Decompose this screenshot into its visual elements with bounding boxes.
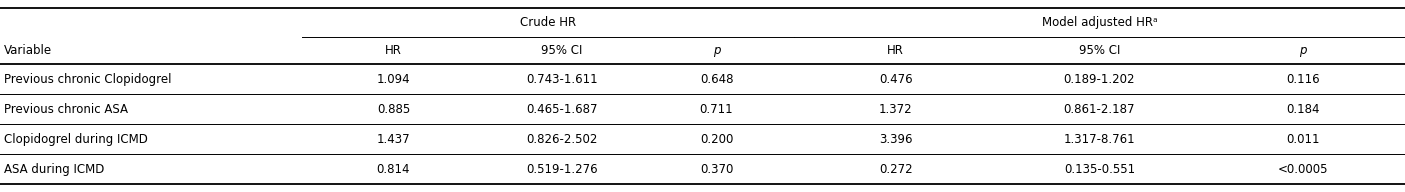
Text: 3.396: 3.396 (880, 133, 912, 146)
Text: p: p (1300, 44, 1307, 57)
Text: Crude HR: Crude HR (520, 16, 576, 29)
Text: 95% CI: 95% CI (541, 44, 583, 57)
Text: 0.272: 0.272 (880, 163, 912, 176)
Text: 0.184: 0.184 (1287, 103, 1319, 116)
Text: ASA during ICMD: ASA during ICMD (4, 163, 104, 176)
Text: 0.519-1.276: 0.519-1.276 (527, 163, 597, 176)
Text: Model adjusted HRᵃ: Model adjusted HRᵃ (1041, 16, 1158, 29)
Text: 0.116: 0.116 (1287, 73, 1319, 86)
Text: Variable: Variable (4, 44, 52, 57)
Text: 0.743-1.611: 0.743-1.611 (527, 73, 597, 86)
Text: Previous chronic Clopidogrel: Previous chronic Clopidogrel (4, 73, 171, 86)
Text: 0.814: 0.814 (377, 163, 410, 176)
Text: 0.648: 0.648 (700, 73, 733, 86)
Text: 0.200: 0.200 (700, 133, 733, 146)
Text: 0.189-1.202: 0.189-1.202 (1064, 73, 1135, 86)
Text: p: p (712, 44, 721, 57)
Text: 0.011: 0.011 (1287, 133, 1319, 146)
Text: 0.885: 0.885 (377, 103, 410, 116)
Text: 1.437: 1.437 (377, 133, 410, 146)
Text: 1.372: 1.372 (880, 103, 912, 116)
Text: 0.861-2.187: 0.861-2.187 (1064, 103, 1135, 116)
Text: 0.465-1.687: 0.465-1.687 (527, 103, 597, 116)
Text: HR: HR (385, 44, 402, 57)
Text: Previous chronic ASA: Previous chronic ASA (4, 103, 128, 116)
Text: HR: HR (887, 44, 905, 57)
Text: Clopidogrel during ICMD: Clopidogrel during ICMD (4, 133, 148, 146)
Text: 0.135-0.551: 0.135-0.551 (1064, 163, 1135, 176)
Text: 95% CI: 95% CI (1079, 44, 1120, 57)
Text: <0.0005: <0.0005 (1279, 163, 1328, 176)
Text: 1.094: 1.094 (377, 73, 410, 86)
Text: 0.826-2.502: 0.826-2.502 (527, 133, 597, 146)
Text: 0.476: 0.476 (880, 73, 912, 86)
Text: 1.317-8.761: 1.317-8.761 (1064, 133, 1135, 146)
Text: 0.370: 0.370 (700, 163, 733, 176)
Text: 0.711: 0.711 (700, 103, 733, 116)
